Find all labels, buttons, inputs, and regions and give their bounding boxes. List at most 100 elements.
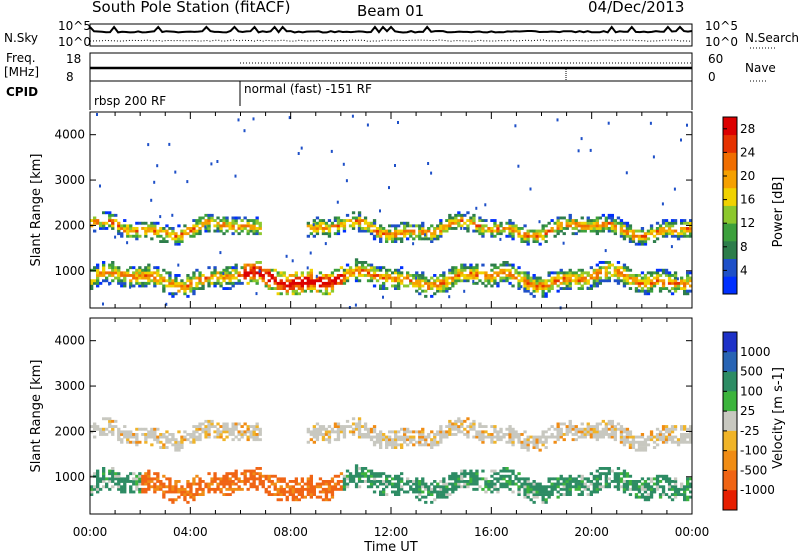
power-cell [180, 229, 184, 233]
power-cell [96, 284, 100, 288]
power-cell [126, 274, 130, 277]
velocity-cell [406, 430, 410, 434]
power-cell [538, 279, 542, 283]
velocity-cell [631, 435, 636, 439]
velocity-cell [321, 425, 326, 428]
power-cell [201, 224, 205, 228]
velocity-cell [472, 427, 476, 431]
power-cell [689, 232, 693, 236]
power-cell [556, 229, 560, 233]
velocity-cell [586, 480, 590, 483]
power-cell [255, 221, 259, 225]
velocity-cell [394, 477, 398, 481]
velocity-cell [607, 427, 611, 431]
power-cell [619, 274, 624, 277]
freq-tick-high: 18 [66, 52, 82, 66]
power-cell [680, 221, 684, 225]
power-cell [598, 268, 602, 272]
power-cell [397, 224, 401, 228]
power-cell [400, 271, 404, 275]
power-cell [661, 284, 666, 288]
power-cell [306, 271, 310, 275]
power-cell [363, 266, 368, 270]
velocity-cell [661, 474, 666, 478]
power-cell [508, 271, 512, 275]
velocity-cell [640, 435, 645, 439]
velocity-cell [279, 480, 283, 483]
velocity-cell [598, 422, 602, 426]
velocity-cell [138, 440, 142, 444]
power-cell [652, 271, 657, 275]
power-cell [526, 229, 530, 233]
velocity-cell [574, 477, 578, 481]
velocity-cell [667, 430, 672, 434]
velocity-cell [502, 435, 506, 439]
power-cell [475, 206, 478, 210]
velocity-cell [643, 446, 648, 449]
power-cell [264, 268, 268, 272]
power-cell [574, 271, 578, 275]
velocity-cell [538, 438, 542, 442]
velocity-cell [403, 490, 407, 494]
power-cell [213, 266, 217, 270]
power-cell [478, 232, 482, 236]
power-cell [658, 232, 663, 236]
velocity-cell [436, 443, 440, 447]
power-cell [451, 284, 455, 288]
velocity-cell [207, 472, 211, 476]
power-cell [213, 224, 217, 228]
velocity-cell [680, 438, 684, 442]
velocity-cell [255, 435, 259, 439]
power-cell [234, 229, 238, 233]
power-cell [544, 240, 548, 243]
velocity-cell [451, 485, 455, 489]
velocity-cell [324, 433, 329, 436]
power-cell [117, 266, 121, 270]
velocity-cell [442, 482, 446, 486]
power-cell [255, 219, 259, 222]
power-cell [610, 224, 614, 228]
power-cell [369, 274, 374, 277]
power-cell [535, 281, 539, 285]
velocity-cell [415, 485, 419, 489]
velocity-cell [105, 477, 109, 481]
power-cell [686, 229, 690, 233]
velocity-cell [156, 438, 160, 442]
velocity-cell [174, 438, 178, 442]
power-cell [613, 274, 617, 277]
power-cell [649, 121, 652, 125]
power-cell [427, 229, 431, 233]
power-cell [150, 227, 154, 230]
power-cell [189, 289, 193, 293]
velocity-cell [306, 487, 310, 491]
velocity-cell [595, 482, 599, 486]
velocity-cell [379, 472, 383, 476]
power-cell [568, 219, 572, 222]
noise-sky-line [89, 25, 693, 34]
power-cell [481, 229, 485, 233]
velocity-cell [565, 480, 569, 483]
velocity-cell [610, 425, 614, 428]
velocity-cell [403, 435, 407, 439]
power-cell [622, 234, 627, 238]
power-cell [541, 281, 545, 285]
power-cell [532, 279, 536, 283]
power-cell [592, 221, 596, 225]
power-cell [412, 276, 416, 280]
velocity-cell [159, 485, 163, 489]
velocity-cell [339, 472, 344, 476]
velocity-cell [511, 443, 515, 447]
power-cell [460, 216, 464, 220]
velocity-cell [592, 474, 596, 478]
velocity-cell [622, 480, 627, 483]
power-cell [646, 237, 651, 241]
velocity-cell [667, 427, 672, 431]
power-cell [388, 234, 392, 238]
power-cell [628, 281, 633, 285]
velocity-cell [442, 435, 446, 439]
power-cell [96, 279, 100, 283]
power-cell [460, 279, 464, 283]
power-cell [556, 118, 559, 122]
power-cell [445, 276, 449, 280]
power-cell [523, 224, 527, 228]
